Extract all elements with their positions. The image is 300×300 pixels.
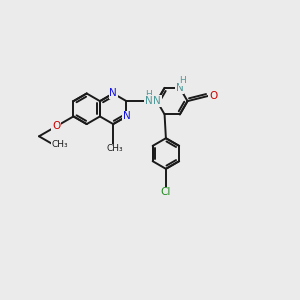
- Text: N: N: [123, 111, 130, 122]
- Text: O: O: [52, 122, 60, 131]
- Text: N: N: [176, 83, 184, 93]
- Text: O: O: [209, 91, 217, 101]
- Text: Cl: Cl: [161, 187, 171, 197]
- Text: CH₃: CH₃: [106, 144, 123, 153]
- Text: H: H: [146, 90, 152, 99]
- Text: CH₃: CH₃: [52, 140, 68, 149]
- Text: N: N: [153, 96, 161, 106]
- Text: N: N: [109, 88, 117, 98]
- Text: H: H: [179, 76, 186, 85]
- Text: N: N: [145, 96, 153, 106]
